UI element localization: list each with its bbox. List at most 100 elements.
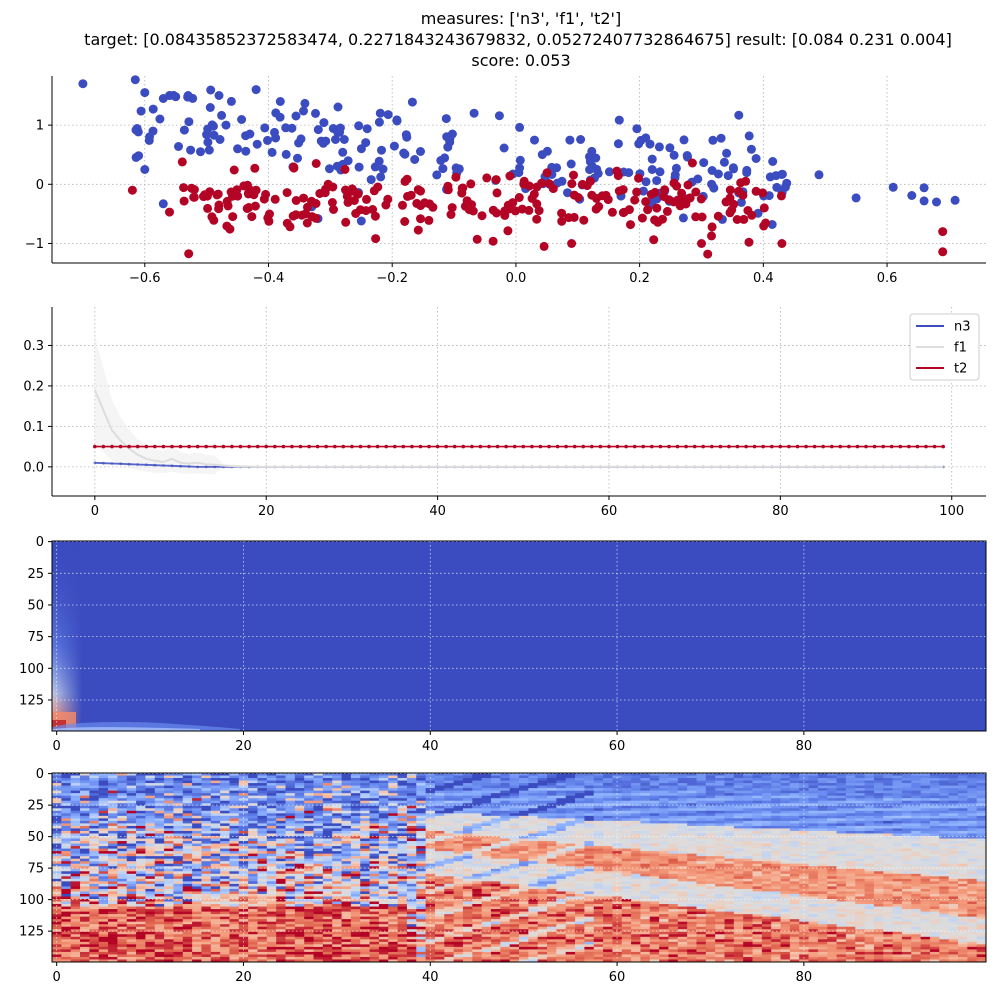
heatmap-cell xyxy=(117,803,128,807)
heatmap-cell xyxy=(126,838,137,842)
heatmap-cell xyxy=(164,788,175,792)
heatmap-cell xyxy=(808,778,819,782)
heatmap-cell xyxy=(687,810,698,814)
heatmap-cell xyxy=(519,861,529,865)
heatmap-cell xyxy=(444,836,455,840)
heatmap-cell xyxy=(192,775,203,779)
heatmap-cell xyxy=(388,798,399,802)
scatter-point-blue xyxy=(130,75,140,85)
heatmap-cell xyxy=(687,795,698,799)
heatmap-cell xyxy=(378,795,389,799)
t2-marker xyxy=(907,444,911,449)
scatter-point-blue xyxy=(319,118,329,128)
scatter-point-red xyxy=(646,189,656,199)
heatmap-cell xyxy=(472,851,483,855)
t2-marker xyxy=(598,444,603,449)
heatmap-cell xyxy=(52,851,62,855)
heatmap-cell xyxy=(976,868,986,872)
heatmap-cell xyxy=(126,851,137,855)
heatmap-cell xyxy=(780,863,791,867)
heatmap-cell xyxy=(350,808,361,812)
heatmap-cell xyxy=(257,851,268,855)
heatmap-cell xyxy=(332,861,343,865)
t2-marker xyxy=(752,444,757,449)
scatter-point-blue xyxy=(158,199,168,209)
scatter-point-blue xyxy=(440,153,450,163)
heatmap-cell xyxy=(967,858,978,862)
heatmap-cell xyxy=(593,823,604,827)
heatmap-cell xyxy=(341,833,352,837)
heatmap-cell xyxy=(313,810,324,814)
heatmap-cell xyxy=(98,830,109,835)
heatmap-cell xyxy=(733,808,744,812)
heatmap-cell xyxy=(425,833,436,837)
heatmap-cell xyxy=(761,836,772,840)
t2-marker xyxy=(393,444,397,449)
scatter-point-red xyxy=(591,204,601,214)
heatmap-cell xyxy=(472,808,483,812)
heatmap-cell xyxy=(220,825,231,830)
heatmap-cell xyxy=(164,813,175,817)
heatmap-cell xyxy=(677,818,688,822)
heatmap-cell xyxy=(593,778,604,782)
scatter-point-blue xyxy=(291,111,301,121)
heatmap-cell xyxy=(285,783,296,787)
heatmap-cell xyxy=(192,815,203,819)
heatmap-cell xyxy=(724,851,735,855)
heatmap-cell xyxy=(519,848,529,852)
heatmap-cell xyxy=(490,853,501,857)
heatmap-cell xyxy=(733,815,744,819)
heatmap-cell xyxy=(864,785,875,789)
heatmap-cell xyxy=(285,833,296,837)
heatmap-cell xyxy=(584,830,595,835)
heatmap-cell xyxy=(406,805,417,809)
heatmap-cell xyxy=(294,793,305,797)
heatmap-cell xyxy=(696,805,707,809)
heatmap-cell xyxy=(266,828,277,832)
heatmap-cell xyxy=(957,810,968,814)
heatmap-cell xyxy=(332,798,343,802)
t2-marker xyxy=(684,444,688,449)
heatmap-cell xyxy=(537,803,548,807)
heatmap-cell xyxy=(584,790,595,794)
heatmap-cell xyxy=(528,800,539,804)
heatmap-cell xyxy=(98,775,109,779)
heatmap-cell xyxy=(668,838,679,842)
heatmap-cell xyxy=(603,871,613,875)
heatmap-cell xyxy=(659,790,670,794)
heatmap-cell xyxy=(649,838,660,842)
heatmap-cell xyxy=(528,813,539,817)
heatmap-cell xyxy=(659,858,670,862)
scatter-point-blue xyxy=(585,165,595,175)
heatmap-cell xyxy=(631,823,642,827)
heatmap-cell xyxy=(266,858,277,862)
heatmap-cell xyxy=(593,783,604,787)
heatmap-cell xyxy=(705,841,716,845)
heatmap-cell xyxy=(565,800,576,804)
scatter-point-blue xyxy=(293,153,302,163)
heatmap-cell xyxy=(724,823,735,827)
heatmap-cell xyxy=(640,773,651,777)
heatmap-cell xyxy=(603,798,613,802)
heatmap-cell xyxy=(154,830,165,835)
heatmap-cell xyxy=(659,793,670,797)
heatmap-cell xyxy=(154,851,165,855)
heatmap-cell xyxy=(238,871,249,875)
heatmap-cell xyxy=(920,836,931,840)
heatmap-cell xyxy=(145,830,156,835)
heatmap-cell xyxy=(341,810,352,814)
heatmap-cell xyxy=(808,863,819,867)
scatter-point-red xyxy=(282,188,292,198)
heatmap-cell xyxy=(350,788,361,792)
heatmap-cell xyxy=(350,805,361,809)
heatmap-cell xyxy=(873,853,884,857)
heatmap-cell xyxy=(864,798,875,802)
heatmap-cell xyxy=(397,788,408,792)
scatter-point-red xyxy=(500,206,510,216)
heatmap-cell xyxy=(957,828,968,832)
heatmap-cell xyxy=(136,805,146,809)
heatmap-cell xyxy=(948,836,959,840)
heatmap-cell xyxy=(817,833,828,837)
heatmap-cell xyxy=(761,871,772,875)
heatmap-cell xyxy=(631,863,642,867)
